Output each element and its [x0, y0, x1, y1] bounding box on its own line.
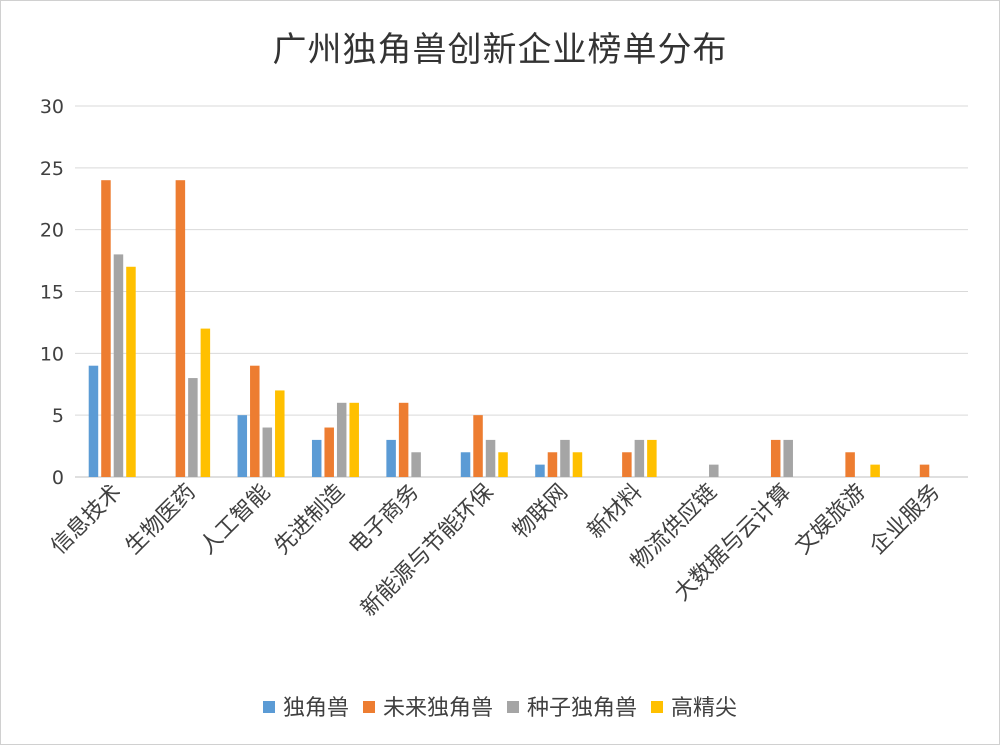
bar	[411, 452, 421, 477]
bar	[634, 439, 645, 477]
legend-swatch	[262, 701, 275, 713]
bar	[101, 180, 111, 477]
legend-item: 种子独角兽	[507, 690, 637, 722]
bar	[349, 402, 359, 477]
bar	[783, 439, 793, 477]
bar	[126, 266, 136, 477]
bar	[498, 452, 508, 477]
bar	[460, 452, 471, 477]
bar	[398, 402, 409, 477]
legend-label: 独角兽	[282, 696, 349, 721]
x-tick-label: 文娱旅游	[791, 480, 871, 560]
x-tick-label: 新能源与节能环保	[356, 480, 498, 622]
bar	[572, 452, 583, 477]
bar	[622, 452, 632, 477]
bar	[473, 415, 483, 477]
bar	[262, 427, 273, 477]
bar	[188, 378, 198, 477]
bar	[324, 427, 334, 477]
legend-label: 高精尖	[671, 696, 738, 721]
x-tick-label: 物联网	[509, 480, 573, 544]
bar	[175, 180, 186, 477]
bar	[560, 439, 570, 477]
x-tick-label: 先进制造	[270, 480, 350, 560]
bar	[237, 415, 248, 477]
legend-label: 未来独角兽	[382, 696, 493, 721]
bar	[311, 439, 322, 477]
bar	[547, 452, 558, 477]
bar	[919, 464, 930, 477]
y-tick-label: 0	[52, 467, 64, 489]
y-tick-label: 10	[40, 343, 64, 365]
x-tick-label: 人工智能	[195, 480, 275, 560]
bar	[870, 464, 880, 477]
chart-title: 广州独角兽创新企业榜单分布	[272, 30, 728, 70]
bar	[336, 402, 347, 477]
bar	[88, 365, 99, 477]
bar	[845, 452, 855, 477]
legend-swatch	[507, 701, 519, 713]
legend-label: 种子独角兽	[527, 696, 638, 721]
bar	[770, 439, 781, 477]
bar	[535, 464, 545, 477]
y-tick-label: 5	[52, 405, 64, 427]
y-tick-label: 30	[40, 96, 64, 118]
legend-item: 未来独角兽	[362, 690, 493, 722]
legend-item: 高精尖	[651, 690, 737, 722]
legend-swatch	[651, 701, 664, 713]
y-tick-label: 20	[40, 220, 64, 242]
bar	[250, 365, 260, 477]
bar	[485, 439, 496, 477]
bar	[275, 390, 285, 477]
x-tick-label: 企业服务	[865, 480, 945, 560]
bar	[200, 328, 211, 477]
legend-swatch	[362, 701, 375, 713]
x-tick-label: 新材料	[583, 480, 647, 544]
bar	[386, 439, 396, 477]
y-tick-label: 25	[40, 158, 64, 180]
legend-item: 独角兽	[262, 690, 349, 722]
bar	[113, 254, 124, 477]
bar	[647, 439, 657, 477]
chart-legend: 独角兽 未来独角兽 种子独角兽 高精尖	[0, 690, 1000, 722]
bar	[709, 464, 719, 477]
x-tick-label: 生物医药	[121, 480, 201, 560]
x-tick-label: 信息技术	[47, 480, 127, 560]
y-tick-label: 15	[40, 282, 64, 304]
